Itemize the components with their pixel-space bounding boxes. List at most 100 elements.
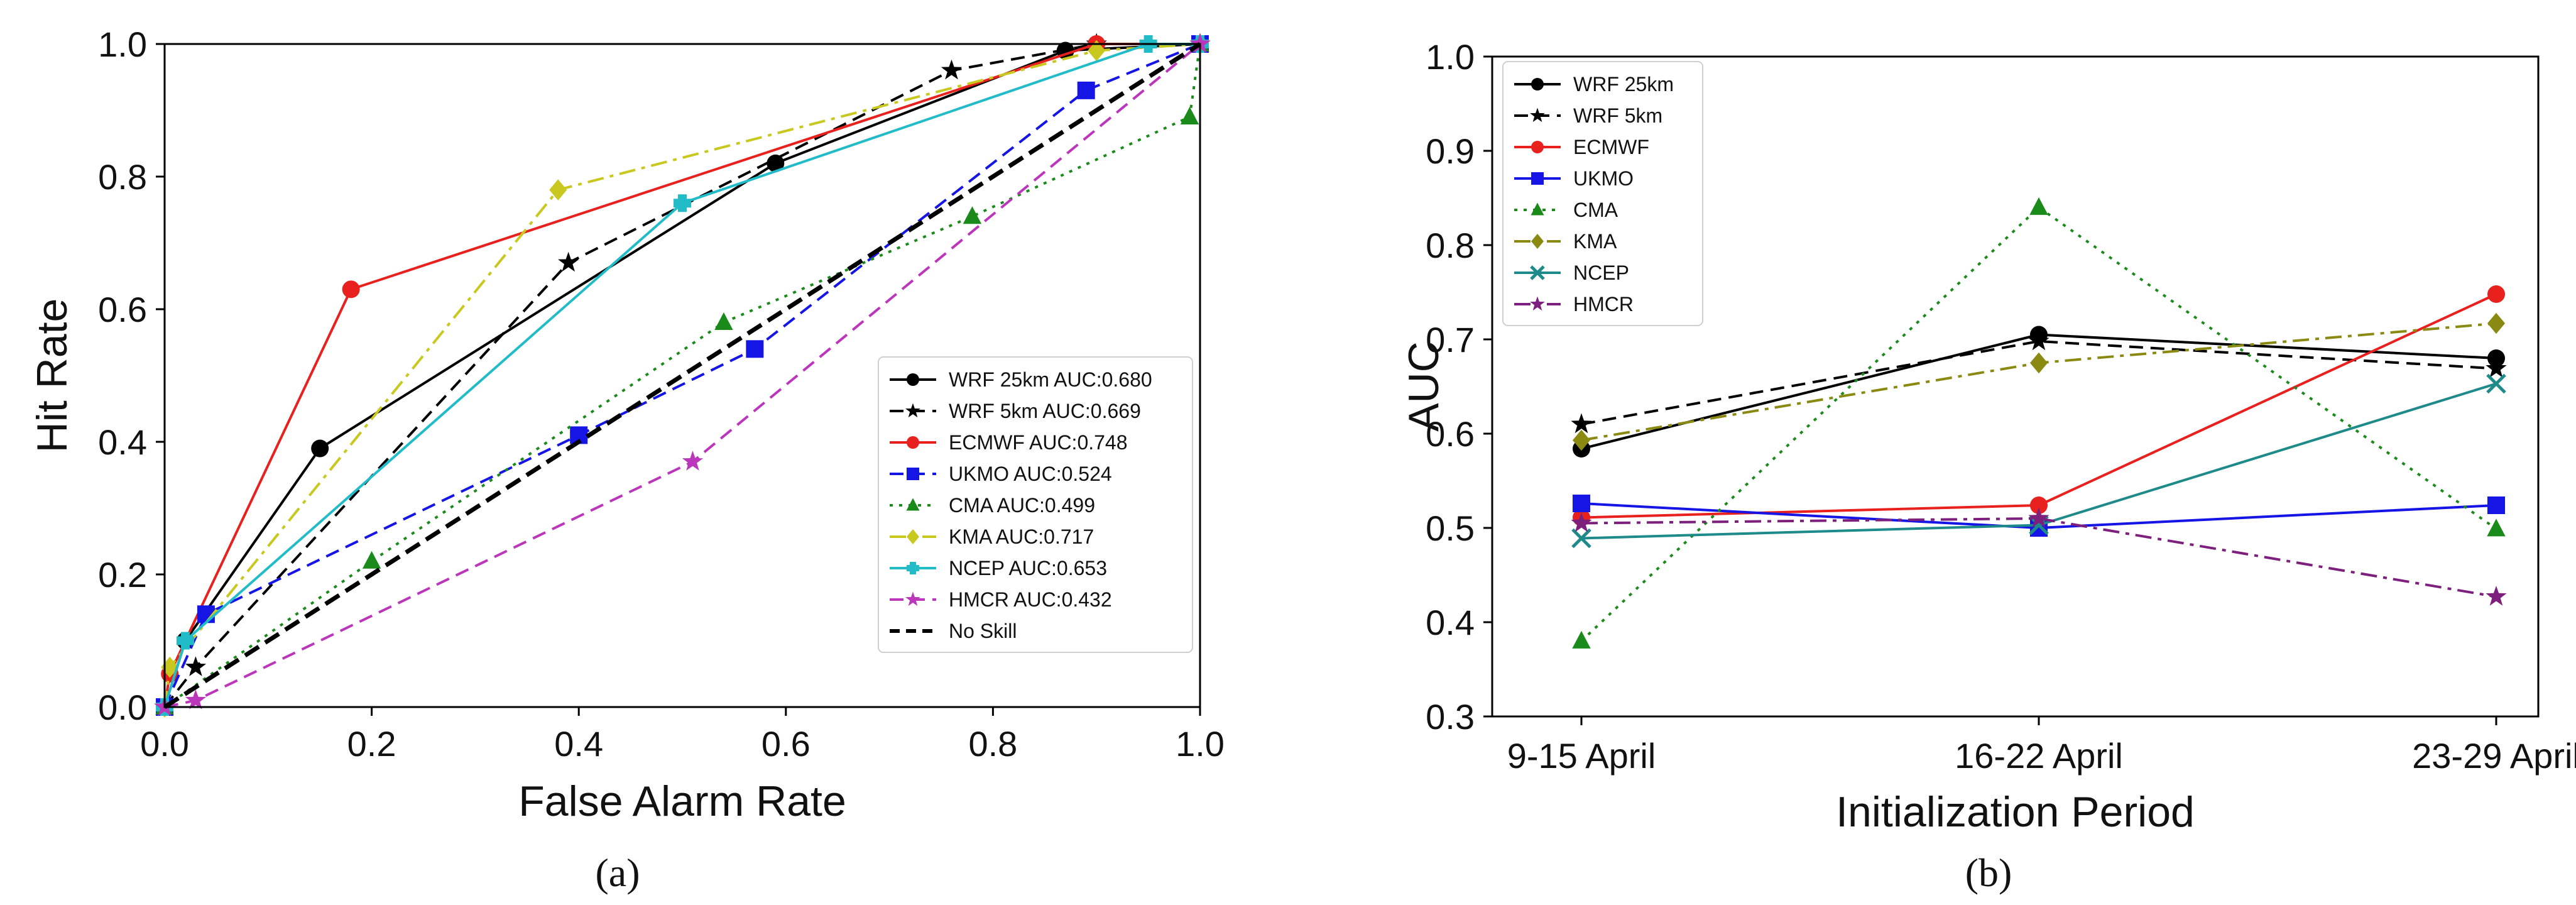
data-point xyxy=(2028,330,2049,351)
data-point xyxy=(2030,352,2048,374)
data-point xyxy=(767,154,785,172)
y-tick-label: 0.4 xyxy=(1426,603,1475,642)
data-point xyxy=(963,206,982,224)
data-point xyxy=(941,59,963,80)
legend-item-hmcr-auc-0-432: HMCR AUC:0.432 xyxy=(890,588,1112,611)
legend-label: WRF 25km AUC:0.680 xyxy=(949,368,1152,391)
y-tick-label: 1.0 xyxy=(98,25,147,64)
legend-label: HMCR AUC:0.432 xyxy=(949,588,1112,611)
y-tick-label: 0.7 xyxy=(1426,320,1475,359)
legend-item-cma-auc-0-499: CMA AUC:0.499 xyxy=(890,494,1095,517)
legend-item-ukmo-auc-0-524: UKMO AUC:0.524 xyxy=(890,463,1112,485)
data-point xyxy=(746,340,764,358)
subfigure-label-b: (b) xyxy=(1965,850,2012,895)
data-point xyxy=(2486,586,2507,606)
data-point xyxy=(682,451,704,471)
legend-label: WRF 5km AUC:0.669 xyxy=(949,400,1141,422)
data-point xyxy=(1573,429,1590,451)
legend-item-wrf-25km: WRF 25km xyxy=(1514,73,1674,96)
subfigure-label-a: (a) xyxy=(595,850,640,895)
legend-item-wrf-5km-auc-0-669: WRF 5km AUC:0.669 xyxy=(890,400,1141,422)
legend-item-wrf-25km-auc-0-680: WRF 25km AUC:0.680 xyxy=(890,368,1152,391)
legend-swatch-marker xyxy=(907,373,919,386)
x-tick-label: 9-15 April xyxy=(1507,736,1656,776)
legend-item-kma-auc-0-717: KMA AUC:0.717 xyxy=(890,525,1094,548)
legend-swatch-marker xyxy=(1530,296,1545,311)
legend-label: WRF 5km xyxy=(1573,104,1662,127)
panel-a-roc: 0.0 0.2 0.4 0.6 0.8 1.0 0.0 0.2 0.4 0.6 0.8 1.0 Fals… xyxy=(28,25,1225,895)
y-tick-label: 0.6 xyxy=(1426,414,1475,454)
legend-item-ecmwf: ECMWF xyxy=(1514,136,1649,158)
legend-swatch-marker xyxy=(906,498,920,511)
legend-item-hmcr: HMCR xyxy=(1514,293,1634,315)
x-tick-label: 23-29 April xyxy=(2412,736,2576,776)
plot-frame xyxy=(163,43,1201,708)
y-tick-label: 0.0 xyxy=(98,688,147,727)
data-point xyxy=(2030,496,2048,514)
legend-swatch-marker xyxy=(1531,141,1544,153)
data-point xyxy=(2487,285,2505,303)
y-axis-title: Hit Rate xyxy=(28,299,76,453)
legend-swatch-marker xyxy=(907,562,919,574)
data-point xyxy=(1180,106,1199,124)
plot-frame xyxy=(1491,55,2540,718)
legend: WRF 25km WRF 5km ECMWF UKMO CMA KMA NCEP HMCR xyxy=(1502,61,1703,326)
data-point xyxy=(1077,81,1095,99)
legend-swatch-marker xyxy=(1530,265,1545,280)
y-tick-label: 0.3 xyxy=(1426,697,1475,737)
series-ukmo xyxy=(1573,495,2505,537)
data-point xyxy=(549,179,567,200)
x-tick-label: 0.8 xyxy=(968,724,1017,764)
series-kma xyxy=(1573,312,2505,451)
legend-item-ecmwf-auc-0-748: ECMWF AUC:0.748 xyxy=(890,431,1128,454)
y-tick-label: 0.4 xyxy=(98,422,147,462)
series-no-skill xyxy=(163,42,1201,709)
x-tick-label: 16-22 April xyxy=(1955,736,2123,776)
legend-swatch-marker xyxy=(1531,202,1544,216)
legend-frame xyxy=(1502,61,1703,326)
y-axis-title: AUC xyxy=(1400,341,1448,432)
data-point xyxy=(2486,373,2506,394)
legend-item-ncep-auc-0-653: NCEP AUC:0.653 xyxy=(890,557,1107,579)
series-line xyxy=(163,43,1200,708)
data-point xyxy=(342,280,360,299)
legend-item-ukmo: UKMO xyxy=(1514,167,1634,190)
series-line xyxy=(1581,333,2497,450)
y-tick-label: 0.6 xyxy=(98,290,147,329)
legend-label: NCEP AUC:0.653 xyxy=(949,557,1107,579)
y-tick-label: 0.8 xyxy=(98,157,147,197)
legend-label: KMA xyxy=(1573,230,1617,253)
legend-swatch-marker xyxy=(905,591,920,606)
legend-item-cma: CMA xyxy=(1514,199,1618,221)
legend-label: WRF 25km xyxy=(1573,73,1674,96)
legend-item-ncep: NCEP xyxy=(1514,261,1629,284)
data-point xyxy=(311,439,329,458)
legend-swatch-marker xyxy=(905,403,920,418)
data-point xyxy=(2486,358,2507,378)
legend-swatch-marker xyxy=(1531,78,1544,90)
series-ncep xyxy=(1571,373,2506,549)
series-line xyxy=(1581,340,2497,425)
y-tick-label: 0.2 xyxy=(98,555,147,595)
legend-label: UKMO AUC:0.524 xyxy=(949,463,1112,485)
data-point xyxy=(185,656,207,676)
legend-swatch-marker xyxy=(1530,107,1545,123)
legend-label: UKMO xyxy=(1573,167,1634,190)
data-point xyxy=(1571,528,1591,549)
data-point xyxy=(1573,495,1590,512)
legend-swatch-marker xyxy=(907,436,919,449)
y-tick-label: 0.8 xyxy=(1426,226,1475,265)
data-point xyxy=(1088,40,1106,62)
legend: WRF 25km AUC:0.680 WRF 5km AUC:0.669 ECMWF… xyxy=(878,356,1193,653)
legend-item-wrf-5km: WRF 5km xyxy=(1514,104,1662,127)
x-tick-label: 1.0 xyxy=(1176,724,1225,764)
x-tick-label: 0.4 xyxy=(554,724,603,764)
data-point xyxy=(1571,512,1592,532)
legend-label: ECMWF xyxy=(1573,136,1649,158)
series-ecmwf xyxy=(1573,285,2505,527)
y-tick-label: 0.5 xyxy=(1426,508,1475,548)
legend-label: NCEP xyxy=(1573,261,1629,284)
legend-label: CMA xyxy=(1573,199,1618,221)
legend-swatch-marker xyxy=(907,468,919,480)
